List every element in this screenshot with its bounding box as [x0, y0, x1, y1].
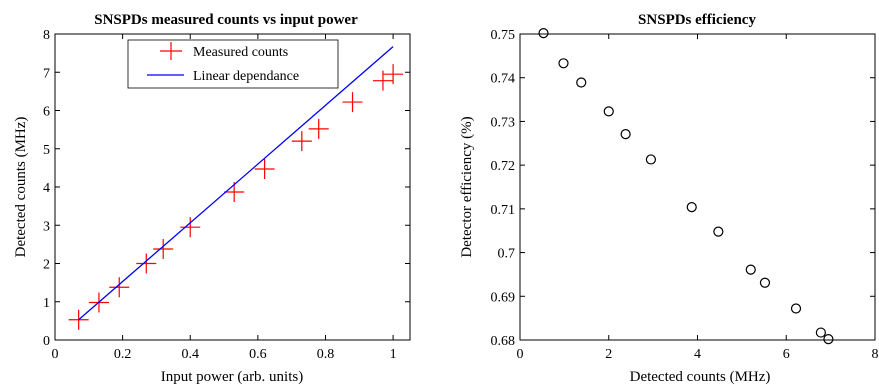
y-tick-label: 0.74 — [491, 72, 516, 87]
data-point-circle — [790, 303, 802, 314]
x-tick-label: 0.6 — [249, 347, 267, 362]
x-axis-label: Detected counts (MHz) — [630, 369, 771, 385]
data-point-plus — [68, 309, 89, 330]
y-tick-label: 0 — [43, 334, 50, 349]
x-axis-label: Input power (arb. units) — [161, 369, 303, 385]
y-tick-label: 3 — [43, 219, 50, 234]
y-tick-label: 0.69 — [491, 290, 516, 305]
data-point-circle — [576, 77, 587, 88]
data-point-plus — [383, 64, 404, 85]
y-tick-label: 0.75 — [491, 28, 516, 43]
y-tick-label: 4 — [43, 181, 50, 196]
x-tick-label: 0.4 — [181, 347, 199, 362]
y-tick-label: 7 — [43, 66, 50, 81]
x-tick-label: 0 — [52, 347, 59, 362]
data-point-plus — [180, 217, 201, 238]
y-tick-label: 6 — [43, 105, 50, 120]
legend-plus-marker — [160, 42, 182, 60]
y-tick-label: 0.7 — [498, 247, 516, 262]
y-tick-label: 1 — [43, 296, 50, 311]
plot-marks — [538, 28, 834, 345]
y-axis-label: Detector efficiency (%) — [459, 116, 475, 257]
y-tick-label: 0.73 — [491, 115, 516, 130]
data-point-circle — [815, 327, 826, 338]
series-line — [78, 46, 394, 321]
data-point-plus — [136, 253, 157, 274]
chart-title: SNSPDs efficiency — [638, 12, 756, 28]
axis-ticks: 0 0.2 0.4 0.6 0.8 1 0 1 2 3 4 5 6 7 8 — [43, 28, 410, 362]
y-tick-label: 8 — [43, 28, 50, 43]
legend-entry-measured: Measured counts — [160, 42, 288, 60]
data-point-circle — [823, 334, 834, 345]
legend: Measured counts Linear dependance — [127, 39, 339, 89]
data-point-circle — [558, 58, 569, 69]
x-tick-label: 0.8 — [317, 347, 335, 362]
legend-box — [127, 39, 339, 89]
data-point-plus — [254, 159, 275, 180]
x-tick-label: 8 — [872, 347, 879, 362]
x-tick-label: 4 — [694, 347, 701, 362]
plot-frame — [519, 33, 876, 341]
plot-marks — [68, 46, 404, 330]
data-point-plus — [153, 238, 174, 259]
y-axis-label: Detected counts (MHz) — [13, 117, 29, 258]
data-point-circle — [713, 226, 724, 237]
y-tick-label: 0.72 — [491, 159, 516, 174]
axis-ticks: 0 2 4 6 8 0.68 0.69 0.7 0.71 0.72 0.73 0.74 0.75 — [491, 28, 879, 362]
y-tick-label: 2 — [43, 258, 50, 273]
y-tick-label: 0.68 — [491, 334, 516, 349]
x-tick-label: 1 — [390, 347, 397, 362]
data-point-circle — [603, 106, 614, 117]
data-point-plus — [372, 70, 393, 91]
data-point-plus — [342, 92, 363, 113]
data-point-circle — [645, 154, 657, 165]
data-point-plus — [109, 277, 130, 298]
data-point-circle — [745, 264, 756, 275]
data-point-circle — [686, 202, 697, 213]
x-tick-label: 0.2 — [114, 347, 132, 362]
efficiency-chart: SNSPDs efficiency 0 2 4 6 8 0.68 0.69 0.7 0.71 0.… — [459, 12, 879, 385]
data-point-plus — [308, 118, 329, 139]
data-point-circle — [759, 277, 771, 288]
data-point-circle — [620, 129, 631, 140]
legend-label-linear: Linear dependance — [193, 69, 299, 84]
y-tick-label: 5 — [43, 143, 50, 158]
x-tick-label: 2 — [605, 347, 612, 362]
legend-label-measured: Measured counts — [193, 45, 288, 60]
data-point-circle — [538, 28, 549, 39]
chart-title: SNSPDs measured counts vs input power — [94, 12, 358, 28]
y-tick-label: 0.71 — [491, 203, 516, 218]
legend-entry-linear: Linear dependance — [147, 69, 299, 84]
x-tick-label: 6 — [783, 347, 790, 362]
data-point-plus — [291, 131, 312, 152]
x-tick-label: 0 — [517, 347, 524, 362]
